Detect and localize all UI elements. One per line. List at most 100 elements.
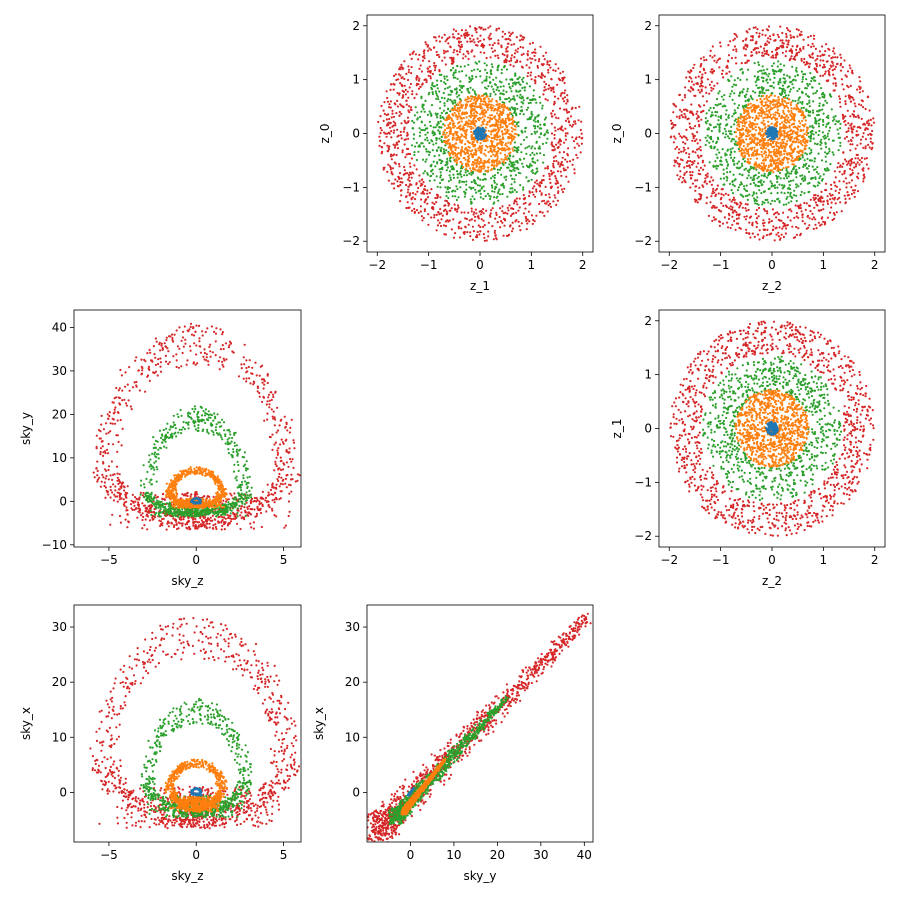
scatter-point [564, 134, 567, 137]
scatter-point [541, 104, 544, 107]
scatter-point [694, 124, 697, 128]
scatter-point [831, 218, 834, 222]
scatter-point [529, 202, 532, 205]
scatter-point [785, 203, 788, 206]
scatter-point [793, 216, 796, 219]
scatter-point [568, 160, 572, 163]
scatter-point [446, 219, 449, 222]
scatter-point [815, 227, 818, 230]
scatter-point [495, 211, 498, 214]
scatter-point [546, 131, 550, 134]
scatter-point [739, 183, 742, 186]
scatter-point [441, 214, 444, 217]
scatter-point [452, 60, 455, 63]
scatter-point [380, 146, 383, 149]
scatter-point [857, 103, 861, 106]
scatter-point [832, 212, 836, 215]
scatter-point [491, 186, 494, 189]
scatter-point [839, 69, 843, 72]
scatter-point [755, 225, 758, 229]
scatter-point [698, 193, 701, 196]
scatter-point [510, 170, 513, 173]
scatter-point [576, 142, 579, 145]
scatter-point [422, 181, 425, 184]
scatter-point [500, 121, 503, 124]
scatter-point [714, 160, 717, 163]
scatter-point [728, 182, 732, 185]
scatter-point [420, 192, 423, 195]
scatter-point [724, 113, 728, 116]
scatter-point [808, 99, 811, 102]
scatter-point [445, 210, 448, 213]
scatter-point [429, 48, 433, 51]
scatter-point [847, 129, 850, 132]
x-tick-label: 1 [528, 258, 536, 272]
scatter-point [501, 144, 504, 147]
scatter-point [543, 86, 546, 89]
scatter-point [719, 41, 722, 44]
scatter-point [552, 103, 556, 106]
scatter-point [825, 123, 828, 126]
scatter-point [420, 215, 423, 218]
scatter-point [481, 131, 484, 134]
scatter-point [505, 78, 508, 81]
scatter-point [768, 35, 772, 38]
scatter-point [818, 64, 822, 67]
scatter-point [794, 170, 798, 173]
scatter-point [814, 118, 817, 122]
scatter-point [496, 66, 499, 69]
scatter-point [557, 191, 560, 195]
scatter-point [482, 100, 485, 103]
scatter-point [421, 190, 425, 193]
scatter-point [528, 220, 531, 223]
scatter-point [504, 142, 508, 145]
scatter-point [447, 98, 450, 101]
scatter-point [711, 56, 714, 59]
scatter-point [808, 65, 811, 68]
scatter-point [678, 178, 681, 181]
scatter-point [453, 71, 456, 74]
scatter-point [579, 128, 582, 132]
scatter-point [464, 32, 467, 35]
scatter-point [761, 29, 764, 32]
scatter-point [709, 49, 712, 53]
scatter-point [500, 220, 503, 223]
scatter-point [789, 179, 793, 182]
scatter-point [805, 162, 808, 165]
scatter-point [800, 33, 803, 36]
scatter-point [703, 59, 706, 62]
scatter-point [504, 153, 507, 156]
scatter-point [442, 209, 446, 212]
scatter-point [685, 136, 688, 139]
scatter-point [822, 173, 825, 176]
scatter-point [478, 156, 481, 159]
scatter-point [429, 112, 432, 115]
scatter-point [796, 44, 799, 47]
scatter-point [731, 138, 734, 141]
scatter-point [431, 205, 434, 209]
scatter-point [557, 97, 560, 100]
scatter-point [832, 64, 835, 67]
scatter-point [464, 158, 467, 161]
scatter-point [857, 157, 860, 160]
scatter-point [760, 86, 763, 89]
scatter-point [467, 63, 470, 66]
y-tick-label: 2 [352, 19, 360, 33]
scatter-point [809, 198, 812, 201]
scatter-point [781, 39, 784, 42]
scatter-point [484, 133, 487, 136]
scatter-point [723, 94, 726, 97]
scatter-point [838, 188, 842, 191]
scatter-point [482, 46, 485, 49]
scatter-point [475, 105, 479, 108]
scatter-point [452, 144, 455, 147]
scatter-point [429, 71, 432, 74]
scatter-point [522, 194, 525, 197]
scatter-point [802, 165, 805, 168]
scatter-point [821, 178, 824, 181]
scatter-point [837, 149, 840, 152]
scatter-point [551, 109, 555, 112]
scatter-point [421, 106, 424, 109]
scatter-point [500, 68, 503, 71]
scatter-point [678, 132, 681, 135]
